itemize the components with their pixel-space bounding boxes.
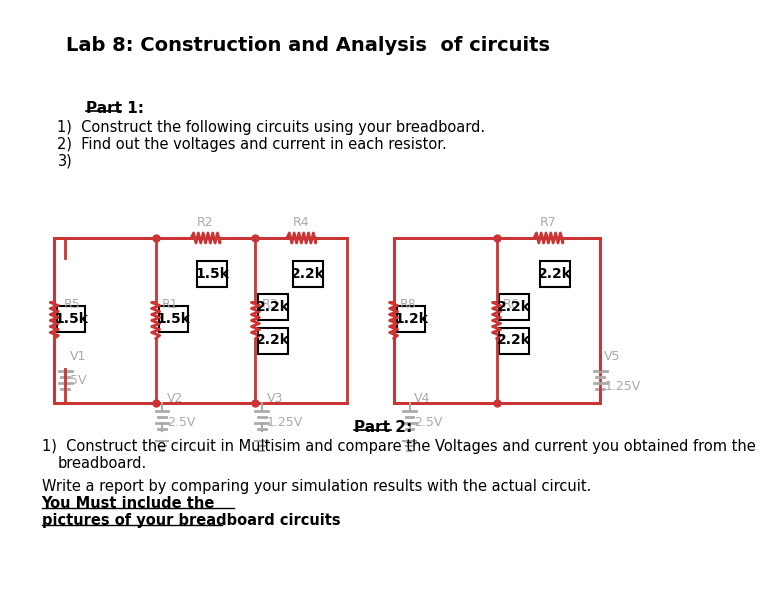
Text: V3: V3 <box>266 392 283 406</box>
Text: 2.2k: 2.2k <box>256 333 290 348</box>
Bar <box>499 327 530 353</box>
Text: R1: R1 <box>162 298 178 311</box>
Text: R8: R8 <box>400 298 417 311</box>
Bar <box>159 305 188 332</box>
Text: V1: V1 <box>70 350 86 363</box>
Text: 2.2k: 2.2k <box>538 267 572 281</box>
Text: V2: V2 <box>167 392 183 406</box>
Text: 3): 3) <box>57 153 73 169</box>
Text: Lab 8: Construction and Analysis  of circuits: Lab 8: Construction and Analysis of circ… <box>66 36 550 54</box>
Text: R2: R2 <box>197 215 214 229</box>
Text: 2.2k: 2.2k <box>497 333 531 348</box>
Text: pictures of your breadboard circuits: pictures of your breadboard circuits <box>42 513 340 529</box>
Text: breadboard.: breadboard. <box>57 455 147 471</box>
Text: Write a report by comparing your simulation results with the actual circuit.: Write a report by comparing your simulat… <box>42 480 595 494</box>
Text: 2.2k: 2.2k <box>497 300 531 314</box>
Text: 2.5V: 2.5V <box>167 417 195 430</box>
Text: 5V: 5V <box>70 375 86 388</box>
Text: R5: R5 <box>64 298 80 311</box>
Text: 1.5k: 1.5k <box>156 311 190 326</box>
Text: R6: R6 <box>503 298 520 311</box>
Text: 1.2k: 1.2k <box>394 311 428 326</box>
Bar <box>258 327 288 353</box>
Text: 2.5V: 2.5V <box>415 417 442 430</box>
Text: 1)  Construct the circuit in Multisim and compare the Voltages and current you o: 1) Construct the circuit in Multisim and… <box>42 439 755 455</box>
Text: Part 2:: Part 2: <box>354 420 412 435</box>
Text: 1.25V: 1.25V <box>266 417 303 430</box>
Text: V5: V5 <box>604 350 621 363</box>
Text: 2.2k: 2.2k <box>256 300 290 314</box>
Text: R7: R7 <box>540 215 557 229</box>
Text: 2)  Find out the voltages and current in each resistor.: 2) Find out the voltages and current in … <box>57 137 447 152</box>
Text: You Must include the: You Must include the <box>42 497 215 511</box>
Bar <box>540 261 570 287</box>
Bar <box>258 294 288 320</box>
Text: 1.25V: 1.25V <box>604 381 641 394</box>
Text: 2.2k: 2.2k <box>291 267 325 281</box>
Bar <box>394 238 601 403</box>
Bar <box>54 238 347 403</box>
Bar <box>397 305 425 332</box>
Text: 1)  Construct the following circuits using your breadboard.: 1) Construct the following circuits usin… <box>57 120 486 134</box>
Text: Part 1:: Part 1: <box>86 101 144 115</box>
Text: R4: R4 <box>293 215 310 229</box>
Bar <box>293 261 323 287</box>
Bar <box>197 261 227 287</box>
Text: 1.5k: 1.5k <box>195 267 229 281</box>
Bar <box>499 294 530 320</box>
Text: R3: R3 <box>262 298 279 311</box>
Bar <box>56 305 86 332</box>
Text: 1.5k: 1.5k <box>54 311 88 326</box>
Text: V4: V4 <box>415 392 431 406</box>
